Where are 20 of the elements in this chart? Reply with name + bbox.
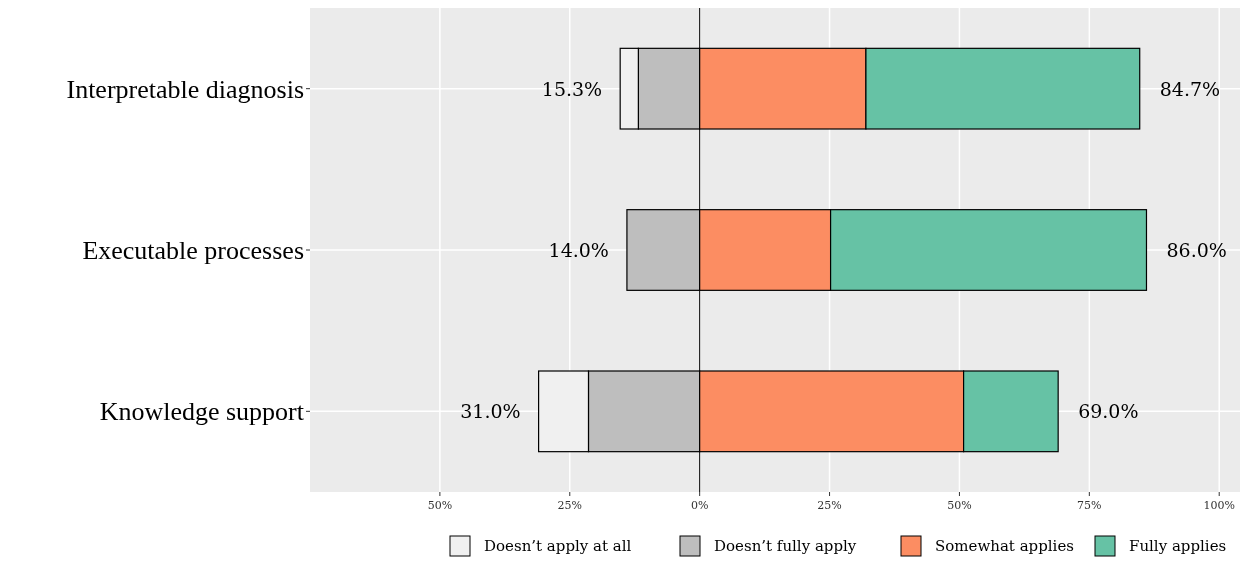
y-tick-label: Knowledge support bbox=[99, 397, 305, 427]
annotation: 84.7% bbox=[1159, 77, 1221, 100]
y-tick-label: Executable processes bbox=[82, 236, 304, 265]
annotation: 15.3% bbox=[541, 77, 603, 100]
annotation: 14.0% bbox=[548, 239, 609, 261]
x-tick-label: 0% bbox=[690, 499, 709, 512]
x-tick-label: 100% bbox=[1203, 499, 1235, 512]
legend-label: Doesn’t apply at all bbox=[484, 537, 632, 555]
x-tick-label: 25% bbox=[557, 499, 582, 512]
annotation: 31.0% bbox=[460, 400, 521, 423]
y-tick-label: Interpretable diagnosis bbox=[66, 74, 304, 104]
legend-label: Fully applies bbox=[1129, 537, 1227, 555]
x-tick-label: 50% bbox=[427, 499, 453, 512]
x-tick-label: 75% bbox=[1077, 499, 1102, 512]
legend-label: Doesn’t fully apply bbox=[714, 537, 857, 555]
annotation: 86.0% bbox=[1166, 239, 1227, 261]
x-tick-label: 25% bbox=[817, 499, 842, 512]
legend-label: Somewhat applies bbox=[935, 537, 1074, 555]
annotation: 69.0% bbox=[1078, 400, 1139, 423]
x-tick-label: 50% bbox=[947, 499, 972, 512]
